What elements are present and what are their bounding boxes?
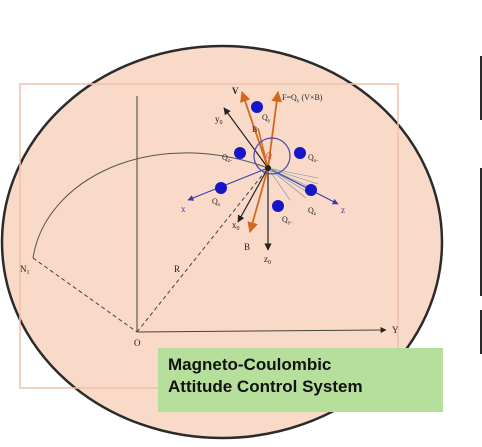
caption-line-2: Attitude Control System <box>168 377 363 396</box>
background-disc <box>0 44 444 440</box>
b-top-label: B <box>252 125 257 134</box>
b-field-vector-bottom <box>247 167 269 234</box>
q-center-label: Q <box>266 151 272 160</box>
charge-qy <box>251 101 263 113</box>
edge-bar-1 <box>480 56 482 120</box>
y0-axis <box>223 107 269 169</box>
orbit-arc <box>32 152 269 259</box>
z-blue-label: z <box>341 205 345 215</box>
edge-bar-3 <box>480 310 482 354</box>
velocity-label: V <box>232 86 239 96</box>
z-axis-blue <box>267 167 339 205</box>
center-point <box>265 165 271 171</box>
velocity-vector <box>240 90 269 169</box>
charge-qx <box>215 182 227 194</box>
charge-label-qz-minus: Qz- <box>222 153 232 164</box>
force-equation: F=Qy (V×B) <box>282 93 323 104</box>
y0-label: y0 <box>215 114 223 126</box>
x-axis-blue <box>187 167 269 201</box>
z0-label: z0 <box>264 254 271 266</box>
y-axis-label: Y <box>392 325 399 335</box>
x0-label: x0 <box>232 220 240 232</box>
b-field-vector-top <box>257 127 269 169</box>
edge-bar-2 <box>480 168 482 296</box>
charge-qz-minus <box>234 147 246 159</box>
charge-qx-minus <box>294 147 306 159</box>
origin-label: O <box>134 338 141 348</box>
dashed-n1-line <box>32 257 138 333</box>
center-charge-circle <box>253 137 291 175</box>
charge-label-qz: Qz <box>308 206 317 217</box>
b-bottom-label: B <box>244 242 250 252</box>
force-vector <box>267 90 283 169</box>
charge-label-qx-minus: Qx- <box>308 153 319 164</box>
charge-qz <box>305 184 317 196</box>
caption-box: Magneto-Coulombic Attitude Control Syste… <box>158 348 443 412</box>
charge-qy-minus <box>272 200 284 212</box>
x0-axis <box>237 167 269 223</box>
charge-label-qx: Qx <box>212 197 221 208</box>
x-blue-label: x <box>181 204 186 214</box>
n1-label: N1 <box>20 264 30 276</box>
y-axis-line <box>136 327 387 334</box>
charge-label-qy: Qy <box>262 113 271 124</box>
r-label: R <box>174 264 180 274</box>
charge-label-qy-minus: Qy- <box>282 215 293 226</box>
caption-line-1: Magneto-Coulombic <box>168 355 332 374</box>
